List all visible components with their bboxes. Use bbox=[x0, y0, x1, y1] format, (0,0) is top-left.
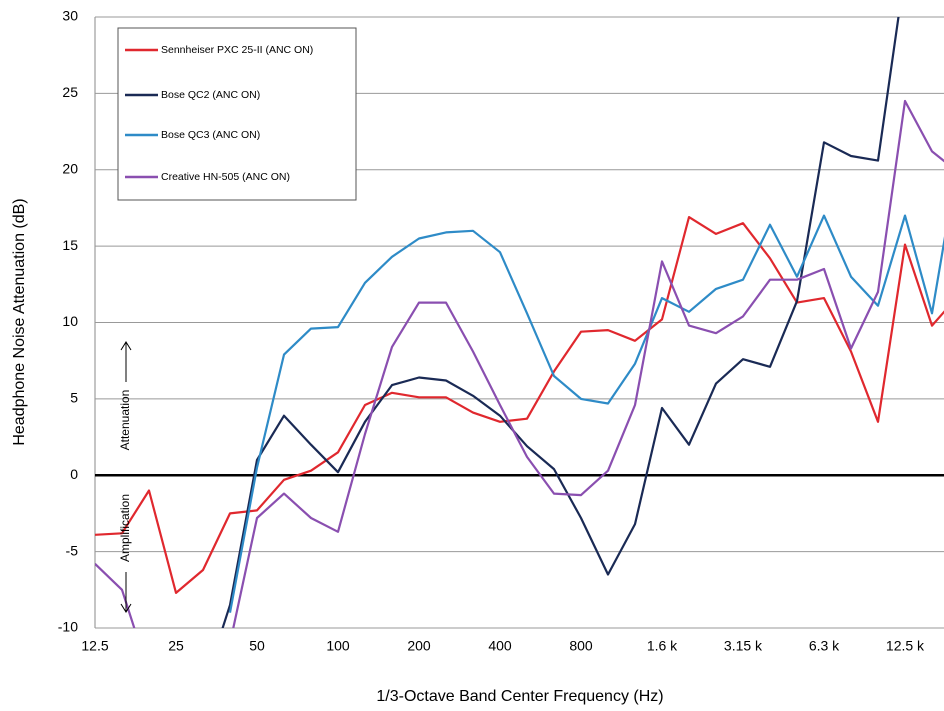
x-tick-label: 12.5 bbox=[81, 638, 108, 654]
annotation-arrowhead bbox=[120, 603, 132, 613]
y-tick-label: 0 bbox=[70, 466, 78, 482]
x-tick-label: 25 bbox=[168, 638, 184, 654]
y-tick-label: -5 bbox=[66, 542, 79, 558]
legend-label: Bose QC2 (ANC ON) bbox=[161, 89, 260, 101]
y-tick-label: 30 bbox=[62, 8, 78, 24]
x-tick-label: 3.15 k bbox=[724, 638, 763, 654]
y-tick-label: 20 bbox=[62, 160, 78, 176]
legend-box bbox=[117, 27, 357, 201]
x-axis-title: 1/3-Octave Band Center Frequency (Hz) bbox=[376, 688, 663, 705]
x-tick-label: 1.6 k bbox=[647, 638, 678, 654]
x-tick-label: 12.5 k bbox=[886, 638, 925, 654]
series-line bbox=[95, 216, 944, 594]
annotation-arrowhead bbox=[120, 341, 132, 351]
legend-label: Sennheiser PXC 25-II (ANC ON) bbox=[161, 44, 313, 56]
legend-label: Bose QC3 (ANC ON) bbox=[161, 129, 260, 141]
x-tick-label: 200 bbox=[407, 638, 431, 654]
x-tick-label: 800 bbox=[569, 638, 593, 654]
annotation: Amplification bbox=[118, 494, 132, 562]
y-tick-label: 15 bbox=[62, 237, 78, 253]
y-axis-title: Headphone Noise Attenuation (dB) bbox=[11, 198, 28, 445]
legend-label: Creative HN-505 (ANC ON) bbox=[161, 171, 290, 183]
x-tick-label: 400 bbox=[488, 638, 512, 654]
y-tick-label: -10 bbox=[58, 619, 78, 635]
x-tick-label: 50 bbox=[249, 638, 265, 654]
x-tick-label: 100 bbox=[326, 638, 350, 654]
annotation: Attenuation bbox=[118, 390, 132, 451]
y-tick-label: 10 bbox=[62, 313, 78, 329]
series-line bbox=[228, 214, 944, 613]
y-tick-label: 25 bbox=[62, 84, 78, 100]
series-line bbox=[221, 17, 900, 628]
series-line bbox=[95, 99, 944, 628]
x-tick-label: 6.3 k bbox=[809, 638, 840, 654]
y-tick-label: 5 bbox=[70, 390, 78, 406]
